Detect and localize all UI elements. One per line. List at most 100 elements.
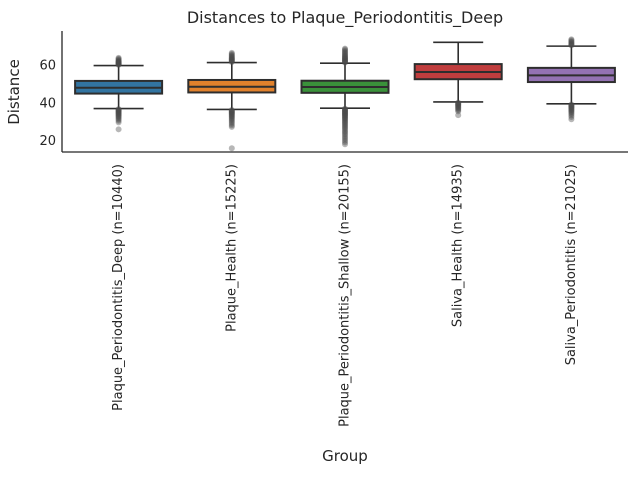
outlier-dot	[342, 123, 348, 130]
outlier-dot	[228, 109, 235, 116]
x-tick-label: Saliva_Periodontitis (n=21025)	[564, 164, 579, 365]
outlier-dot	[342, 128, 348, 135]
outlier-dot	[455, 112, 462, 119]
outlier-dot	[115, 111, 122, 118]
outlier-dot	[115, 106, 122, 113]
outlier-dot	[342, 124, 348, 131]
outlier-dot	[568, 107, 575, 114]
outlier-dot	[342, 114, 348, 121]
outlier-dot	[342, 52, 348, 59]
outlier-dot	[115, 57, 122, 64]
outlier-dot	[342, 59, 348, 66]
outlier-dot	[342, 107, 348, 114]
outlier-dot	[115, 61, 122, 68]
outlier-dot	[455, 103, 462, 110]
outlier-dot	[115, 114, 122, 121]
outlier-dot	[568, 101, 575, 108]
outlier-dot	[115, 116, 122, 123]
y-tick-label: 20	[39, 134, 56, 149]
x-tick-label: Saliva_Health (n=14935)	[451, 164, 466, 327]
outlier-dot	[342, 111, 348, 118]
outlier-dot	[342, 122, 348, 129]
outlier-dot	[228, 53, 235, 60]
outlier-dot	[115, 61, 122, 68]
outlier-dot	[455, 105, 462, 112]
outlier-dot	[115, 119, 122, 126]
outlier-dot	[342, 51, 348, 58]
outlier-dot	[568, 40, 575, 47]
outlier-dot	[228, 110, 235, 117]
outlier-dot	[342, 58, 348, 65]
outlier-dot	[342, 119, 348, 126]
outlier-dot	[342, 131, 348, 138]
outlier-dot	[115, 60, 122, 67]
outlier-dot	[228, 111, 235, 118]
outlier-dot	[342, 49, 348, 56]
outlier-dot	[455, 100, 462, 107]
outlier-dot	[568, 110, 575, 117]
outlier-dot	[568, 38, 575, 45]
y-tick-label: 40	[39, 96, 56, 111]
outlier-dot	[115, 110, 122, 117]
outlier-dot	[228, 54, 235, 61]
outlier-dot	[228, 119, 235, 126]
outlier-dot	[568, 103, 575, 110]
outlier-dot	[342, 50, 348, 57]
outlier-dot	[115, 111, 122, 118]
outlier-dot	[228, 114, 235, 121]
outlier-dot	[455, 101, 462, 108]
outlier-dot	[115, 108, 122, 115]
outlier-dot	[228, 118, 235, 125]
outlier-dot	[568, 102, 575, 109]
outlier-dot	[228, 55, 235, 62]
outlier-dot	[342, 135, 348, 142]
outlier-dot	[115, 56, 122, 63]
outlier-dot	[455, 107, 462, 114]
outlier-dot	[568, 41, 575, 48]
outlier-dot	[228, 122, 235, 129]
outlier-dot	[228, 113, 235, 120]
outlier-dot	[115, 115, 122, 122]
outlier-dot	[115, 126, 122, 133]
outlier-dot	[342, 129, 348, 136]
outlier-dot	[115, 59, 122, 66]
outlier-dot	[228, 117, 235, 124]
outlier-dot	[568, 39, 575, 46]
outlier-dot	[228, 49, 235, 56]
outlier-dot	[342, 46, 348, 53]
outlier-dot	[228, 120, 235, 127]
outlier-dot	[228, 56, 235, 63]
outlier-dot	[342, 56, 348, 63]
outlier-dot	[568, 38, 575, 45]
outlier-dot	[568, 105, 575, 112]
chart-title: Distances to Plaque_Periodontitis_Deep	[186, 8, 504, 27]
outlier-dot	[455, 99, 462, 106]
outlier-dot	[342, 141, 348, 148]
outlier-dot	[342, 120, 348, 127]
outlier-dot	[115, 112, 122, 119]
outlier-dot	[342, 137, 348, 144]
outlier-dot	[342, 55, 348, 62]
x-tick-label: Plaque_Health (n=15225)	[224, 164, 239, 332]
outlier-dot	[455, 106, 462, 113]
outlier-dot	[568, 36, 575, 43]
outlier-dot	[115, 109, 122, 116]
outlier-dot	[115, 55, 122, 62]
outlier-dot	[342, 109, 348, 116]
outlier-dot	[342, 55, 348, 62]
x-tick-label: Plaque_Periodontitis_Shallow (n=20155)	[338, 164, 353, 427]
outlier-dot	[228, 107, 235, 114]
outlier-dot	[342, 47, 348, 54]
outlier-dot	[455, 100, 462, 107]
y-tick-label: 60	[39, 58, 56, 73]
outlier-dot	[342, 53, 348, 60]
outlier-dot	[228, 112, 235, 119]
outlier-dot	[342, 106, 348, 113]
outlier-dot	[228, 52, 235, 59]
outlier-dot	[342, 125, 348, 132]
outlier-dot	[342, 112, 348, 119]
outlier-dot	[342, 134, 348, 141]
outlier-dot	[115, 108, 122, 115]
outlier-dot	[455, 104, 462, 111]
outlier-dot	[228, 109, 235, 116]
